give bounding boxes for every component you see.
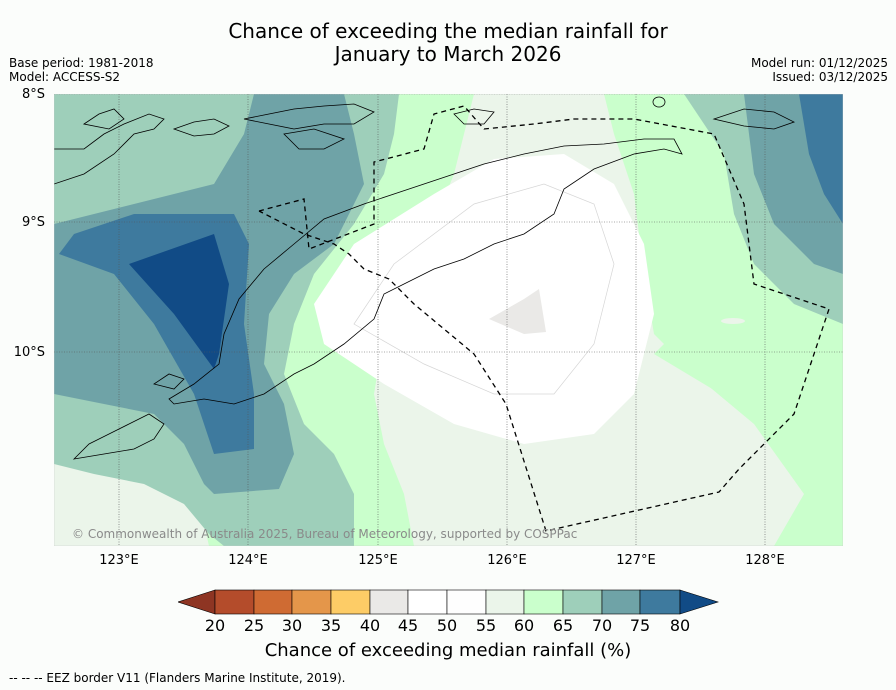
colorbar-55-60	[485, 589, 525, 615]
colorbar-tick: 60	[513, 616, 535, 635]
chart-title-line2: January to March 2026	[334, 42, 562, 66]
base-period: Base period: 1981-2018	[9, 56, 154, 70]
colorbar-tick: 80	[669, 616, 691, 635]
colorbar-40-45	[369, 589, 409, 615]
colorbar-tick: 45	[397, 616, 419, 635]
lon-label-124e: 124°E	[228, 553, 268, 568]
lon-label-123e: 123°E	[99, 553, 139, 568]
colorbar-65-70	[562, 589, 603, 615]
coastlines	[54, 96, 796, 460]
band-75-80-east	[799, 94, 843, 224]
colorbar-tick: 20	[204, 616, 226, 635]
model-name: Model: ACCESS-S2	[9, 70, 121, 84]
colorbar-50-55	[446, 589, 487, 615]
colorbar-45-50	[407, 589, 448, 615]
colorbar-25-30	[253, 589, 293, 615]
model-run: Model run: 01/12/2025	[750, 56, 888, 70]
lat-label-9s: 9°S	[21, 215, 45, 230]
colorbar-arrow-above80	[679, 589, 719, 615]
grid-lines	[54, 94, 843, 546]
eez-border	[258, 105, 830, 532]
colorbar-35-40	[330, 589, 371, 615]
lon-label-127e: 127°E	[616, 553, 656, 568]
band-above-80	[129, 234, 229, 369]
colorbar-tick: 25	[243, 616, 265, 635]
colorbar-tick: 40	[359, 616, 381, 635]
band-50-55-core	[314, 154, 654, 444]
band-60-65-east-lower	[654, 334, 843, 414]
chart-title: Chance of exceeding the median rainfall …	[0, 20, 896, 66]
colorbar-tick: 50	[436, 616, 458, 635]
lon-label-128e: 128°E	[745, 553, 785, 568]
colorbar-label: Chance of exceeding median rainfall (%)	[264, 640, 632, 661]
rainfall-map	[54, 94, 843, 546]
band-40-45	[489, 289, 546, 334]
lon-label-126e: 126°E	[487, 553, 527, 568]
colorbar-70-75	[601, 589, 641, 615]
colorbar-tick: 30	[281, 616, 303, 635]
eez-footnote: -- -- -- EEZ border V11 (Flanders Marine…	[9, 671, 346, 685]
colorbar-tick: 55	[475, 616, 497, 635]
lat-label-8s: 8°S	[21, 87, 45, 102]
colorbar-tick: 70	[591, 616, 613, 635]
lat-label-10s: 10°S	[13, 345, 45, 360]
lon-label-125e: 125°E	[358, 553, 398, 568]
colorbar	[178, 589, 719, 615]
colorbar-tick: 75	[629, 616, 651, 635]
colorbar-60-65	[523, 589, 564, 615]
metadata-right: Model run: 01/12/2025 Issued: 03/12/2025	[751, 56, 888, 84]
issued-date: Issued: 03/12/2025	[772, 70, 888, 84]
colorbar-20-25	[214, 589, 255, 615]
band-55-60-patch	[721, 318, 745, 324]
colorbar-tick: 35	[320, 616, 342, 635]
copyright-notice: © Commonwealth of Australia 2025, Bureau…	[72, 527, 578, 541]
colorbar-tick: 65	[552, 616, 574, 635]
colorbar-75-80	[639, 589, 681, 615]
colorbar-30-35	[291, 589, 332, 615]
chart-title-line1: Chance of exceeding the median rainfall …	[228, 19, 668, 43]
band-45-50-line	[353, 183, 615, 395]
metadata-left: Base period: 1981-2018 Model: ACCESS-S2	[9, 56, 154, 84]
colorbar-arrow-below20	[178, 589, 216, 615]
